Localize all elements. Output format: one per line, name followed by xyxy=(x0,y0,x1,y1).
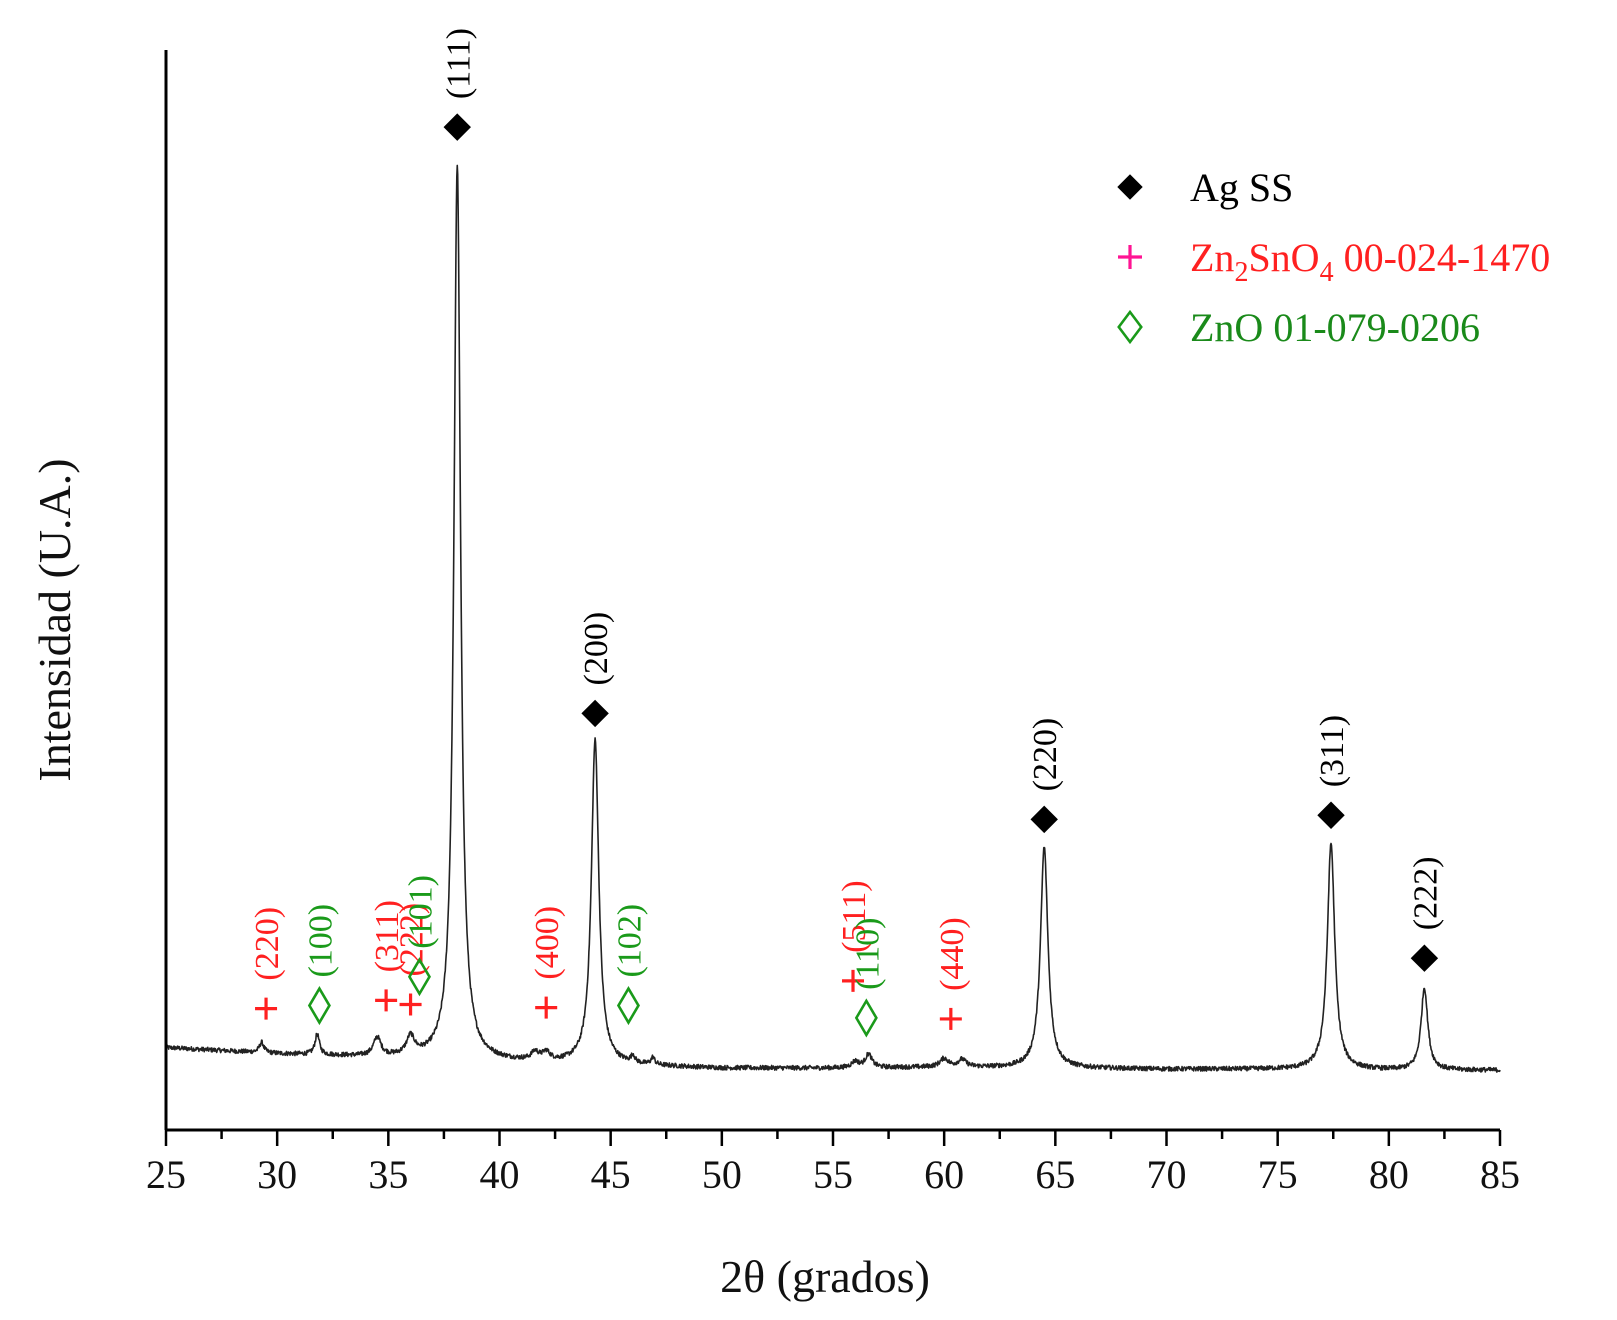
x-tick-label: 75 xyxy=(1258,1152,1298,1197)
legend-label: Zn2SnO4 00-024-1470 xyxy=(1190,235,1550,288)
x-tick-label: 85 xyxy=(1480,1152,1520,1197)
x-tick-label: 45 xyxy=(591,1152,631,1197)
peak-label: (222) xyxy=(1407,857,1444,931)
legend-text: Ag SS xyxy=(1190,165,1293,210)
x-tick-label: 60 xyxy=(924,1152,964,1197)
peak-label: (311) xyxy=(369,900,406,972)
legend: Ag SS Zn2SnO4 00-024-1470 ZnO 01-079-0206 xyxy=(1117,165,1550,350)
legend-text: SnO xyxy=(1248,235,1319,280)
plot-area xyxy=(165,164,1501,1073)
x-tick-label: 80 xyxy=(1369,1152,1409,1197)
legend-label: ZnO 01-079-0206 xyxy=(1190,305,1480,350)
peak-label: (220) xyxy=(249,907,286,981)
peak-annotations: (111)(200)(220) (311)(222)(220) (311)(222)… xyxy=(249,28,1444,1038)
filled-diamond-marker xyxy=(443,113,471,141)
x-tick-label: 65 xyxy=(1035,1152,1075,1197)
peak-label: (102) xyxy=(611,904,648,978)
filled-diamond-marker xyxy=(581,699,609,728)
filled-diamond-marker xyxy=(1410,944,1439,972)
x-tick-label: 30 xyxy=(257,1152,297,1197)
series-line-0 xyxy=(165,164,1501,1073)
peak-label: (111) xyxy=(440,28,477,99)
peak-label: (110) xyxy=(849,917,886,989)
legend-subscript: 4 xyxy=(1320,257,1334,288)
plus-marker xyxy=(842,969,865,992)
plus-icon xyxy=(1118,245,1142,269)
plus-marker xyxy=(375,989,398,1012)
open-diamond-marker xyxy=(854,998,878,1038)
plus-marker xyxy=(399,993,422,1016)
peak-label: (100) xyxy=(302,904,339,978)
legend-entry: Ag SS xyxy=(1117,165,1293,210)
legend-entry: Zn2SnO4 00-024-1470 xyxy=(1118,235,1550,288)
x-tick-label: 55 xyxy=(813,1152,853,1197)
x-tick-label: 50 xyxy=(702,1152,742,1197)
filled-diamond-marker xyxy=(1030,805,1058,834)
y-axis-label: Intensidad (U.A.) xyxy=(29,458,80,781)
x-axis-label: 2θ (grados) xyxy=(720,1251,930,1302)
legend-text: Zn xyxy=(1190,235,1234,280)
peak-label: (200) xyxy=(578,612,615,686)
plus-marker xyxy=(255,997,278,1020)
legend-subscript: 2 xyxy=(1234,257,1248,288)
peak-label: (222) xyxy=(394,903,431,977)
open-diamond-icon xyxy=(1117,309,1143,345)
peak-label: (440) xyxy=(934,917,971,991)
peak-label: (101) xyxy=(402,875,439,949)
legend-entry: ZnO 01-079-0206 xyxy=(1117,305,1480,350)
plus-marker xyxy=(939,1007,962,1030)
peak-label: (311) xyxy=(1314,715,1351,787)
peak-label: (400) xyxy=(529,906,566,980)
axes: 25 30 35 40 45 50 55 60 65 70 75 80 85 xyxy=(146,50,1520,1197)
legend-text: ZnO 01-079-0206 xyxy=(1190,305,1480,350)
legend-text: 00-024-1470 xyxy=(1334,235,1551,280)
legend-label: Ag SS xyxy=(1190,165,1293,210)
x-tick-label: 40 xyxy=(480,1152,520,1197)
plus-marker xyxy=(535,996,558,1019)
peak-label: (511) xyxy=(836,880,873,952)
peak-label: (220) xyxy=(1027,718,1064,792)
open-diamond-marker xyxy=(307,985,331,1026)
open-diamond-marker xyxy=(407,957,431,997)
x-tick-label: 35 xyxy=(368,1152,408,1197)
open-diamond-marker xyxy=(616,985,640,1026)
x-tick-label: 25 xyxy=(146,1152,186,1197)
filled-diamond-icon xyxy=(1117,174,1143,200)
x-tick-label: 70 xyxy=(1147,1152,1187,1197)
filled-diamond-marker xyxy=(1317,801,1345,829)
